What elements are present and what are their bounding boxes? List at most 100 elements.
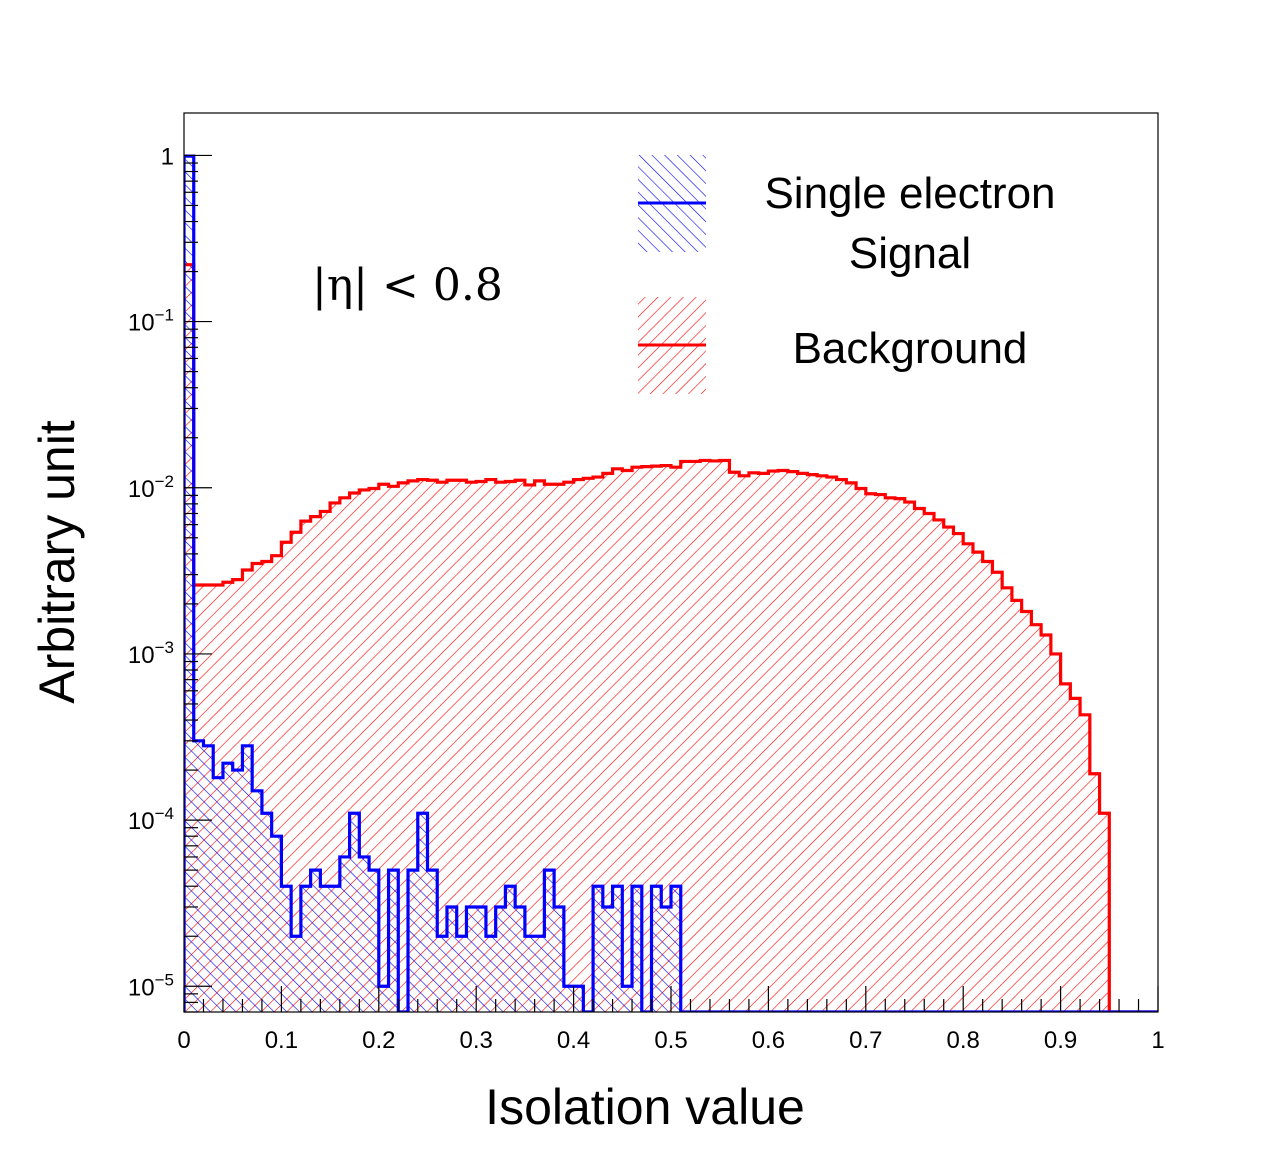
signal-bin-24 <box>417 813 428 1012</box>
background-bin-31 <box>485 479 496 1012</box>
background-bin-41 <box>583 478 594 1012</box>
x-tick-label: 0.3 <box>460 1027 493 1054</box>
x-tick-label: 0.4 <box>557 1027 590 1054</box>
signal-bin-0 <box>184 156 194 1012</box>
signal-bin-30 <box>476 906 486 1012</box>
background-bin-67 <box>836 479 847 1012</box>
background-bin-81 <box>972 552 983 1012</box>
background-bin-59 <box>758 473 769 1012</box>
background-bin-10 <box>281 542 292 1012</box>
signal-bin-26 <box>437 936 447 1012</box>
background-bin-56 <box>729 472 740 1012</box>
background-bin-33 <box>505 481 516 1012</box>
legend-signal-label-line1: Single electron <box>764 169 1055 218</box>
signal-bin-7 <box>252 790 262 1012</box>
signal-bin-50 <box>671 886 681 1012</box>
background-bin-71 <box>875 494 886 1012</box>
background-bin-83 <box>992 572 1003 1012</box>
signal-bin-1 <box>193 740 204 1012</box>
signal-bin-6 <box>242 745 253 1012</box>
background-bin-46 <box>632 467 642 1012</box>
y-tick-label: 10−2 <box>128 472 174 503</box>
signal-bin-15 <box>330 886 340 1012</box>
x-tick-label: 0.5 <box>654 1027 687 1054</box>
background-bin-65 <box>817 475 827 1012</box>
signal-bin-48 <box>651 886 662 1012</box>
signal-bin-11 <box>291 936 301 1012</box>
background-outline <box>184 263 1158 1012</box>
y-tick-label: 10−5 <box>128 970 174 1001</box>
x-tick-label: 1 <box>1151 1027 1164 1054</box>
background-bin-40 <box>573 479 584 1012</box>
background-bin-66 <box>826 477 837 1012</box>
background-bin-70 <box>865 493 876 1012</box>
background-bin-77 <box>933 519 944 1012</box>
background-bin-17 <box>349 492 360 1012</box>
background-bin-9 <box>271 555 282 1012</box>
background-bin-20 <box>378 484 389 1012</box>
background-bin-49 <box>661 465 671 1012</box>
background-bin-86 <box>1021 611 1032 1012</box>
background-bin-34 <box>515 480 525 1012</box>
background-bin-79 <box>953 533 964 1012</box>
background-bin-30 <box>476 481 486 1012</box>
background-bin-63 <box>797 473 808 1012</box>
y-tick-label: 10−4 <box>128 804 174 835</box>
background-bin-93 <box>1089 773 1100 1012</box>
background-bin-36 <box>534 480 545 1012</box>
background-bin-24 <box>417 479 428 1012</box>
background-bin-32 <box>495 482 506 1012</box>
background-bin-21 <box>388 486 399 1012</box>
background-bin-22 <box>398 482 409 1012</box>
signal-bin-14 <box>320 886 331 1012</box>
signal-bin-13 <box>310 870 321 1012</box>
background-bin-23 <box>408 480 418 1012</box>
background-bin-82 <box>982 561 993 1012</box>
y-tick-label: 1 <box>161 143 174 170</box>
background-bin-87 <box>1031 624 1042 1012</box>
background-bin-27 <box>446 480 457 1012</box>
signal-bin-28 <box>456 936 467 1012</box>
background-bin-15 <box>330 502 340 1012</box>
background-bin-29 <box>466 482 477 1012</box>
background-bin-64 <box>807 474 818 1012</box>
background-bin-26 <box>437 482 447 1012</box>
x-axis-title: Isolation value <box>485 1079 805 1135</box>
signal-bin-36 <box>534 936 545 1012</box>
background-bin-45 <box>622 470 633 1012</box>
signal-bin-43 <box>602 906 613 1012</box>
signal-bin-34 <box>515 906 525 1012</box>
background-bin-84 <box>1002 587 1012 1012</box>
signal-bin-27 <box>446 906 457 1012</box>
background-bin-85 <box>1011 600 1022 1012</box>
signal-bin-23 <box>408 870 418 1012</box>
x-tick-label: 0.2 <box>362 1027 395 1054</box>
background-bin-76 <box>924 513 934 1012</box>
signal-bin-3 <box>213 777 223 1012</box>
background-bin-28 <box>456 480 467 1012</box>
signal-bin-38 <box>554 906 564 1012</box>
signal-bin-45 <box>622 986 633 1012</box>
background-bin-72 <box>885 497 896 1012</box>
background-bin-78 <box>943 527 954 1012</box>
background-bin-80 <box>963 543 973 1012</box>
x-tick-label: 0 <box>177 1027 190 1054</box>
background-bin-55 <box>719 460 730 1012</box>
background-bin-90 <box>1060 683 1071 1012</box>
background-bin-42 <box>593 477 603 1012</box>
background-bin-74 <box>904 502 915 1012</box>
background-bin-62 <box>787 471 798 1012</box>
background-bin-94 <box>1099 813 1110 1012</box>
signal-bin-8 <box>261 813 272 1012</box>
background-bin-75 <box>914 508 925 1012</box>
signal-bin-33 <box>505 886 516 1012</box>
background-bin-38 <box>554 484 564 1012</box>
background-bin-57 <box>739 475 749 1012</box>
signal-bin-37 <box>544 870 555 1012</box>
background-bin-68 <box>846 482 857 1012</box>
background-bin-7 <box>252 563 262 1012</box>
background-bin-25 <box>427 480 438 1012</box>
x-tick-label: 0.8 <box>947 1027 980 1054</box>
background-bin-69 <box>856 488 866 1012</box>
signal-bin-35 <box>524 936 535 1012</box>
